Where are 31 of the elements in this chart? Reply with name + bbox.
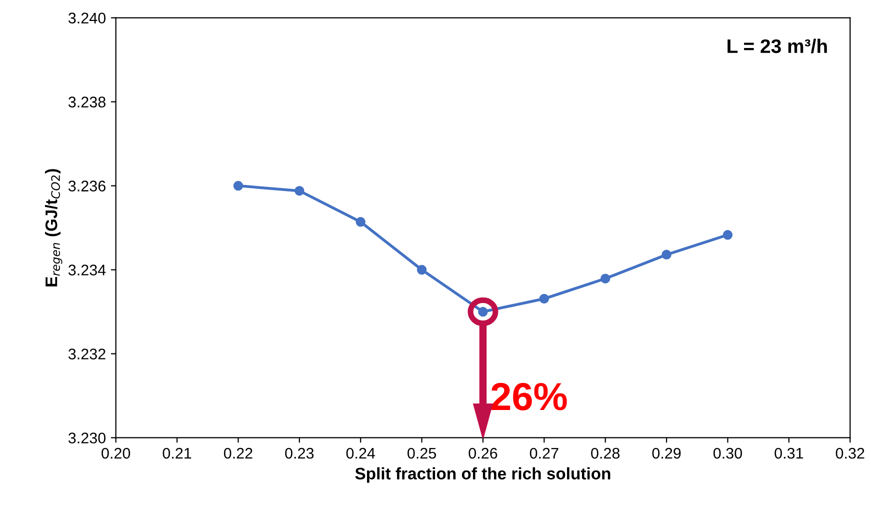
x-tick-label: 0.23 (285, 448, 314, 459)
annotation: 26% (491, 382, 567, 410)
x-tick-label: 0.24 (346, 448, 376, 459)
x-tick-label: 0.29 (652, 448, 681, 459)
x-tick-label: 0.26 (468, 448, 498, 459)
y-tick-label: 3.232 (68, 348, 106, 360)
x-tick-label: 0.30 (713, 448, 742, 459)
y-tick-label: 3.230 (68, 432, 106, 444)
point (356, 217, 366, 227)
y-tick-label: 3.240 (68, 12, 106, 24)
x-tick-label: 0.32 (836, 448, 864, 459)
point (600, 274, 610, 284)
annotation: L = 23 m³/h (728, 38, 827, 54)
x-tick-label: 0.28 (591, 448, 620, 459)
point (662, 250, 672, 260)
point (539, 294, 550, 304)
y-tick-label: 3.234 (68, 264, 106, 276)
x-tick-label: 0.25 (408, 448, 436, 459)
x-tick-label: 0.27 (530, 448, 558, 459)
y-tick-label: 3.236 (68, 180, 106, 192)
point (416, 264, 427, 275)
point (722, 230, 733, 240)
point (294, 186, 304, 196)
x-tick-label: 0.20 (102, 448, 130, 459)
x-tick-label: 0.31 (774, 448, 804, 459)
x-axis-title: Split fraction of the rich solution (355, 467, 610, 483)
point (233, 180, 244, 191)
x-tick-label: 0.22 (224, 448, 252, 459)
y-axis-title: E$_{regen}$ (GJ/t$_{CO2}$) (45, 169, 62, 286)
y-tick-label: 3.238 (68, 96, 106, 108)
x-tick-label: 0.21 (162, 448, 192, 459)
